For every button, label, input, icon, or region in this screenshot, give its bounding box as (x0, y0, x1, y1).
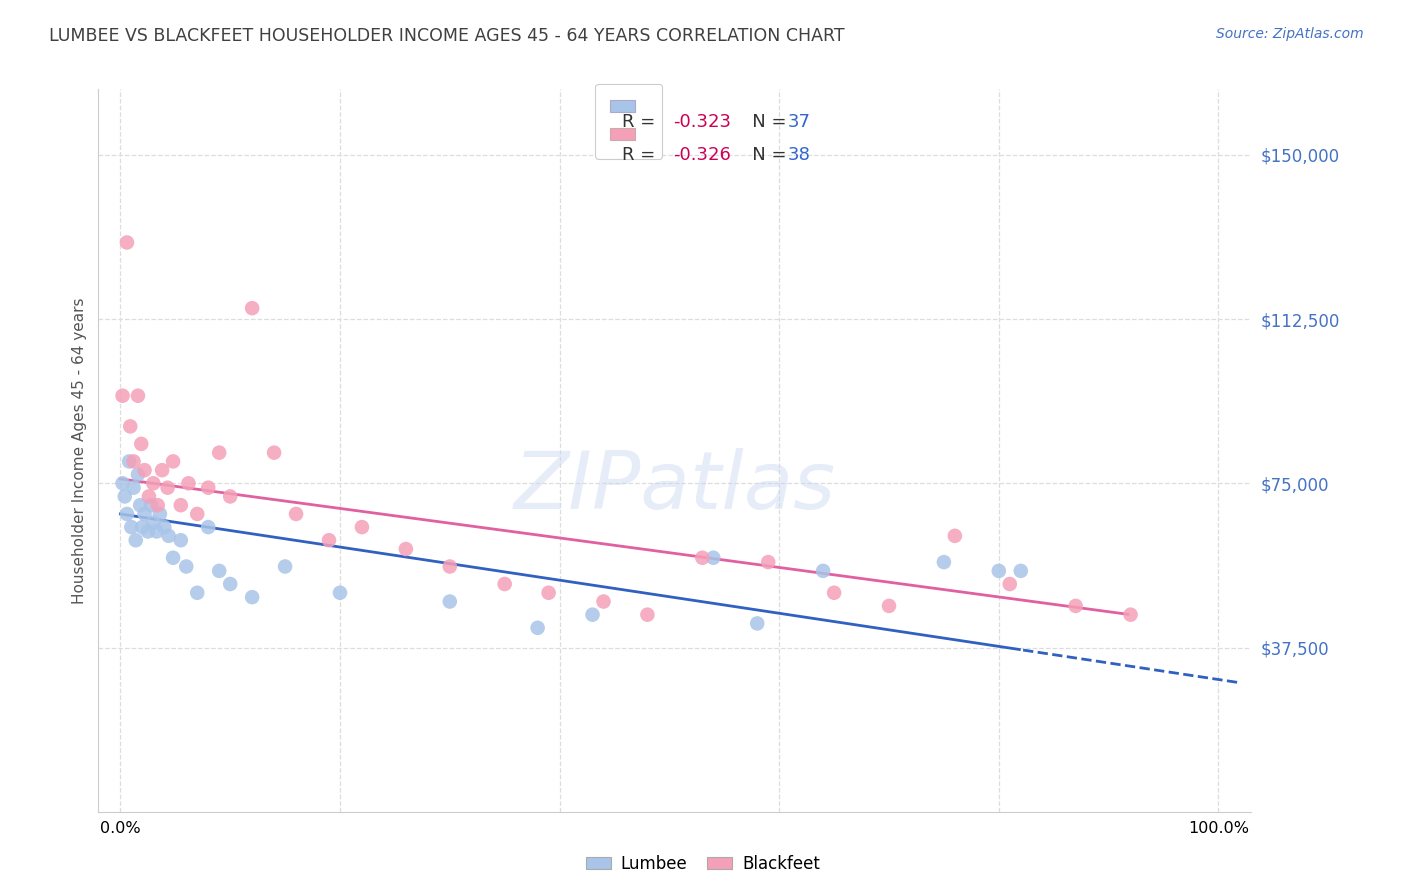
Point (208, 445, 231, 459)
Point (157, 529, 180, 543)
Text: -0.326: -0.326 (672, 146, 731, 164)
Point (150, 463, 173, 477)
Point (177, 476, 200, 491)
Point (811, 564, 834, 578)
Y-axis label: Householder Income Ages 45 - 64 years: Householder Income Ages 45 - 64 years (72, 297, 87, 604)
Point (174, 559, 197, 574)
Point (318, 533, 340, 548)
Text: R =: R = (621, 146, 661, 164)
Point (581, 607, 603, 622)
Point (197, 481, 219, 495)
Point (170, 498, 193, 512)
Point (439, 559, 461, 574)
Point (692, 550, 714, 565)
Point (142, 516, 165, 530)
Point (162, 550, 184, 565)
Point (122, 454, 145, 468)
Point (1064, 599, 1087, 613)
Point (127, 467, 149, 482)
Legend: Lumbee, Blackfeet: Lumbee, Blackfeet (579, 848, 827, 880)
Text: -0.323: -0.323 (672, 113, 731, 131)
Text: LUMBEE VS BLACKFEET HOUSEHOLDER INCOME AGES 45 - 64 YEARS CORRELATION CHART: LUMBEE VS BLACKFEET HOUSEHOLDER INCOME A… (49, 27, 845, 45)
Point (139, 498, 162, 512)
Point (329, 586, 352, 600)
Point (208, 564, 231, 578)
Point (127, 389, 149, 403)
Point (125, 533, 148, 548)
Point (747, 616, 769, 631)
Point (395, 541, 418, 556)
Point (170, 533, 193, 548)
Point (932, 555, 955, 569)
Point (149, 507, 172, 521)
Point (263, 445, 285, 459)
Point (120, 419, 142, 434)
Point (197, 520, 219, 534)
Point (134, 507, 156, 521)
Point (145, 524, 167, 539)
Point (142, 476, 165, 491)
Point (240, 301, 263, 315)
Text: ZIPatlas: ZIPatlas (513, 448, 837, 525)
Text: R =: R = (621, 113, 661, 131)
Point (592, 594, 614, 608)
Point (636, 607, 658, 622)
Point (537, 586, 560, 600)
Point (350, 520, 373, 534)
Point (987, 564, 1010, 578)
Text: 37: 37 (787, 113, 811, 131)
Point (111, 476, 134, 491)
Point (111, 389, 134, 403)
Text: Source: ZipAtlas.com: Source: ZipAtlas.com (1216, 27, 1364, 41)
Point (186, 507, 208, 521)
Point (494, 577, 516, 591)
Point (1010, 564, 1032, 578)
Point (122, 481, 145, 495)
Point (877, 599, 900, 613)
Point (115, 507, 138, 521)
Text: N =: N = (734, 146, 792, 164)
Point (943, 529, 966, 543)
Text: 38: 38 (787, 146, 811, 164)
Point (998, 577, 1021, 591)
Point (186, 586, 208, 600)
Point (240, 590, 263, 604)
Text: N =: N = (734, 113, 792, 131)
Point (1119, 607, 1142, 622)
Point (146, 498, 169, 512)
Point (120, 520, 142, 534)
Point (115, 235, 138, 250)
Legend: , : , (595, 84, 662, 159)
Point (129, 437, 152, 451)
Point (153, 520, 176, 534)
Point (219, 577, 242, 591)
Point (156, 481, 179, 495)
Point (138, 490, 160, 504)
Point (285, 507, 308, 521)
Point (114, 490, 136, 504)
Point (526, 621, 548, 635)
Point (219, 490, 242, 504)
Point (274, 559, 297, 574)
Point (134, 463, 156, 477)
Point (162, 454, 184, 468)
Point (823, 586, 845, 600)
Point (131, 520, 153, 534)
Point (129, 498, 152, 512)
Point (136, 524, 159, 539)
Point (756, 555, 779, 569)
Point (118, 454, 141, 468)
Point (439, 594, 461, 608)
Point (702, 550, 724, 565)
